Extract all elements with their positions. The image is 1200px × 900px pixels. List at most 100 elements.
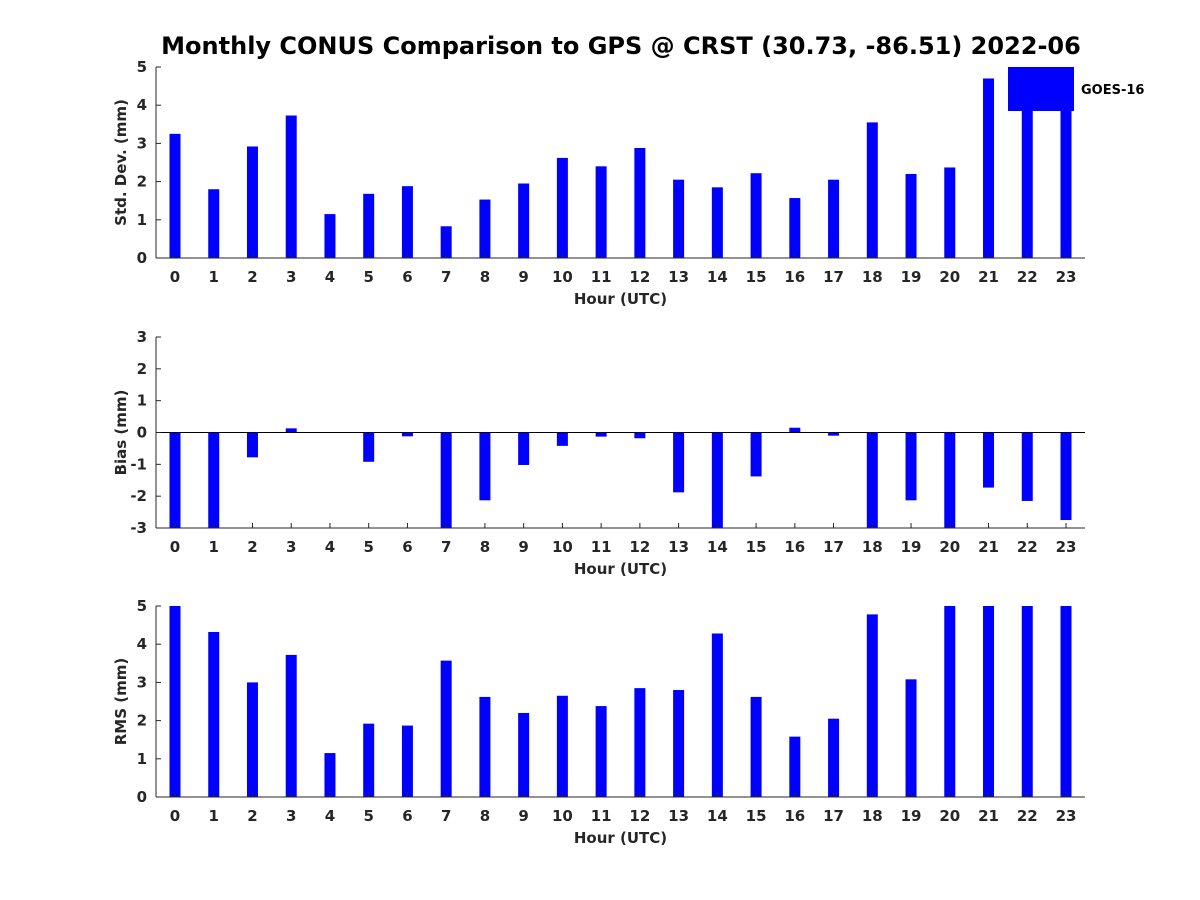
x-tick-label: 12 — [629, 268, 650, 286]
bar-22 — [1021, 432, 1033, 501]
x-tick-label: 1 — [209, 268, 219, 286]
x-tick-label: 16 — [784, 807, 805, 825]
bar-6 — [401, 432, 413, 437]
bar-21 — [983, 78, 995, 259]
x-tick-label: 3 — [286, 538, 296, 556]
bar-18 — [866, 614, 878, 797]
bar-11 — [595, 706, 607, 797]
x-tick-label: 5 — [363, 538, 373, 556]
bar-22 — [1021, 67, 1033, 258]
y-tick-label: 3 — [137, 134, 147, 152]
bar-23 — [1060, 606, 1072, 797]
x-tick-label: 13 — [668, 807, 689, 825]
x-tick-label: 14 — [707, 538, 728, 556]
x-tick-label: 6 — [402, 538, 412, 556]
x-tick-label: 21 — [978, 268, 999, 286]
x-tick-label: 16 — [784, 538, 805, 556]
bar-13 — [673, 432, 685, 493]
bar-3 — [285, 115, 297, 258]
bar-15 — [750, 173, 762, 258]
x-tick-label: 4 — [325, 268, 335, 286]
bar-1 — [208, 189, 220, 258]
bar-9 — [518, 712, 530, 797]
x-tick-label: 5 — [363, 807, 373, 825]
bar-20 — [944, 606, 956, 797]
bar-12 — [634, 147, 646, 258]
bar-19 — [905, 679, 917, 797]
bar-3 — [285, 654, 297, 797]
bar-7 — [440, 432, 452, 528]
x-tick-label: 22 — [1017, 268, 1038, 286]
y-axis-label: Std. Dev. (mm) — [112, 99, 130, 226]
x-tick-label: 18 — [862, 807, 883, 825]
y-tick-label: 5 — [137, 58, 147, 76]
y-tick-label: 0 — [137, 788, 147, 806]
x-tick-label: 21 — [978, 807, 999, 825]
x-tick-label: 12 — [629, 807, 650, 825]
x-tick-label: 10 — [552, 807, 573, 825]
bar-5 — [363, 432, 375, 462]
y-tick-label: 3 — [137, 673, 147, 691]
bar-2 — [246, 432, 258, 458]
x-tick-label: 22 — [1017, 538, 1038, 556]
bar-11 — [595, 166, 607, 258]
x-tick-label: 20 — [939, 268, 960, 286]
x-tick-label: 23 — [1056, 538, 1077, 556]
bar-1 — [208, 432, 220, 528]
bar-17 — [828, 432, 840, 436]
bar-6 — [401, 725, 413, 797]
bar-5 — [363, 193, 375, 258]
legend: GOES-16 — [1008, 67, 1144, 111]
bar-21 — [983, 432, 995, 488]
legend-swatch — [1008, 67, 1074, 111]
bar-20 — [944, 432, 956, 528]
bar-22 — [1021, 606, 1033, 797]
x-tick-label: 9 — [518, 538, 528, 556]
x-tick-label: 7 — [441, 538, 451, 556]
x-tick-label: 11 — [591, 807, 612, 825]
bar-9 — [518, 183, 530, 258]
bar-0 — [169, 133, 181, 258]
bar-14 — [711, 187, 723, 258]
bar-16 — [789, 427, 801, 433]
bar-18 — [866, 122, 878, 258]
y-axis-label: Bias (mm) — [112, 390, 130, 476]
x-tick-label: 18 — [862, 268, 883, 286]
x-tick-label: 2 — [247, 268, 257, 286]
x-tick-label: 2 — [247, 538, 257, 556]
y-tick-label: -1 — [130, 455, 147, 473]
x-tick-label: 14 — [707, 807, 728, 825]
x-tick-label: 7 — [441, 268, 451, 286]
bar-17 — [828, 718, 840, 797]
bar-3 — [285, 428, 297, 433]
bar-10 — [556, 157, 568, 258]
x-tick-label: 8 — [480, 268, 490, 286]
x-tick-label: 6 — [402, 268, 412, 286]
x-tick-label: 0 — [170, 268, 180, 286]
x-tick-label: 6 — [402, 807, 412, 825]
x-tick-label: 8 — [480, 538, 490, 556]
x-tick-label: 19 — [901, 538, 922, 556]
y-tick-label: 3 — [137, 328, 147, 346]
x-tick-label: 0 — [170, 538, 180, 556]
bar-4 — [324, 753, 336, 797]
bar-23 — [1060, 67, 1072, 258]
bar-13 — [673, 690, 685, 797]
x-axis-label: Hour (UTC) — [574, 829, 667, 847]
bar-0 — [169, 606, 181, 797]
x-tick-label: 19 — [901, 807, 922, 825]
x-tick-label: 2 — [247, 807, 257, 825]
x-tick-label: 4 — [325, 538, 335, 556]
x-tick-label: 5 — [363, 268, 373, 286]
x-tick-label: 17 — [823, 268, 844, 286]
bar-7 — [440, 660, 452, 797]
x-tick-label: 23 — [1056, 807, 1077, 825]
x-tick-label: 11 — [591, 538, 612, 556]
bar-18 — [866, 432, 878, 528]
x-axis-label: Hour (UTC) — [574, 290, 667, 308]
x-tick-label: 23 — [1056, 268, 1077, 286]
bar-13 — [673, 179, 685, 258]
